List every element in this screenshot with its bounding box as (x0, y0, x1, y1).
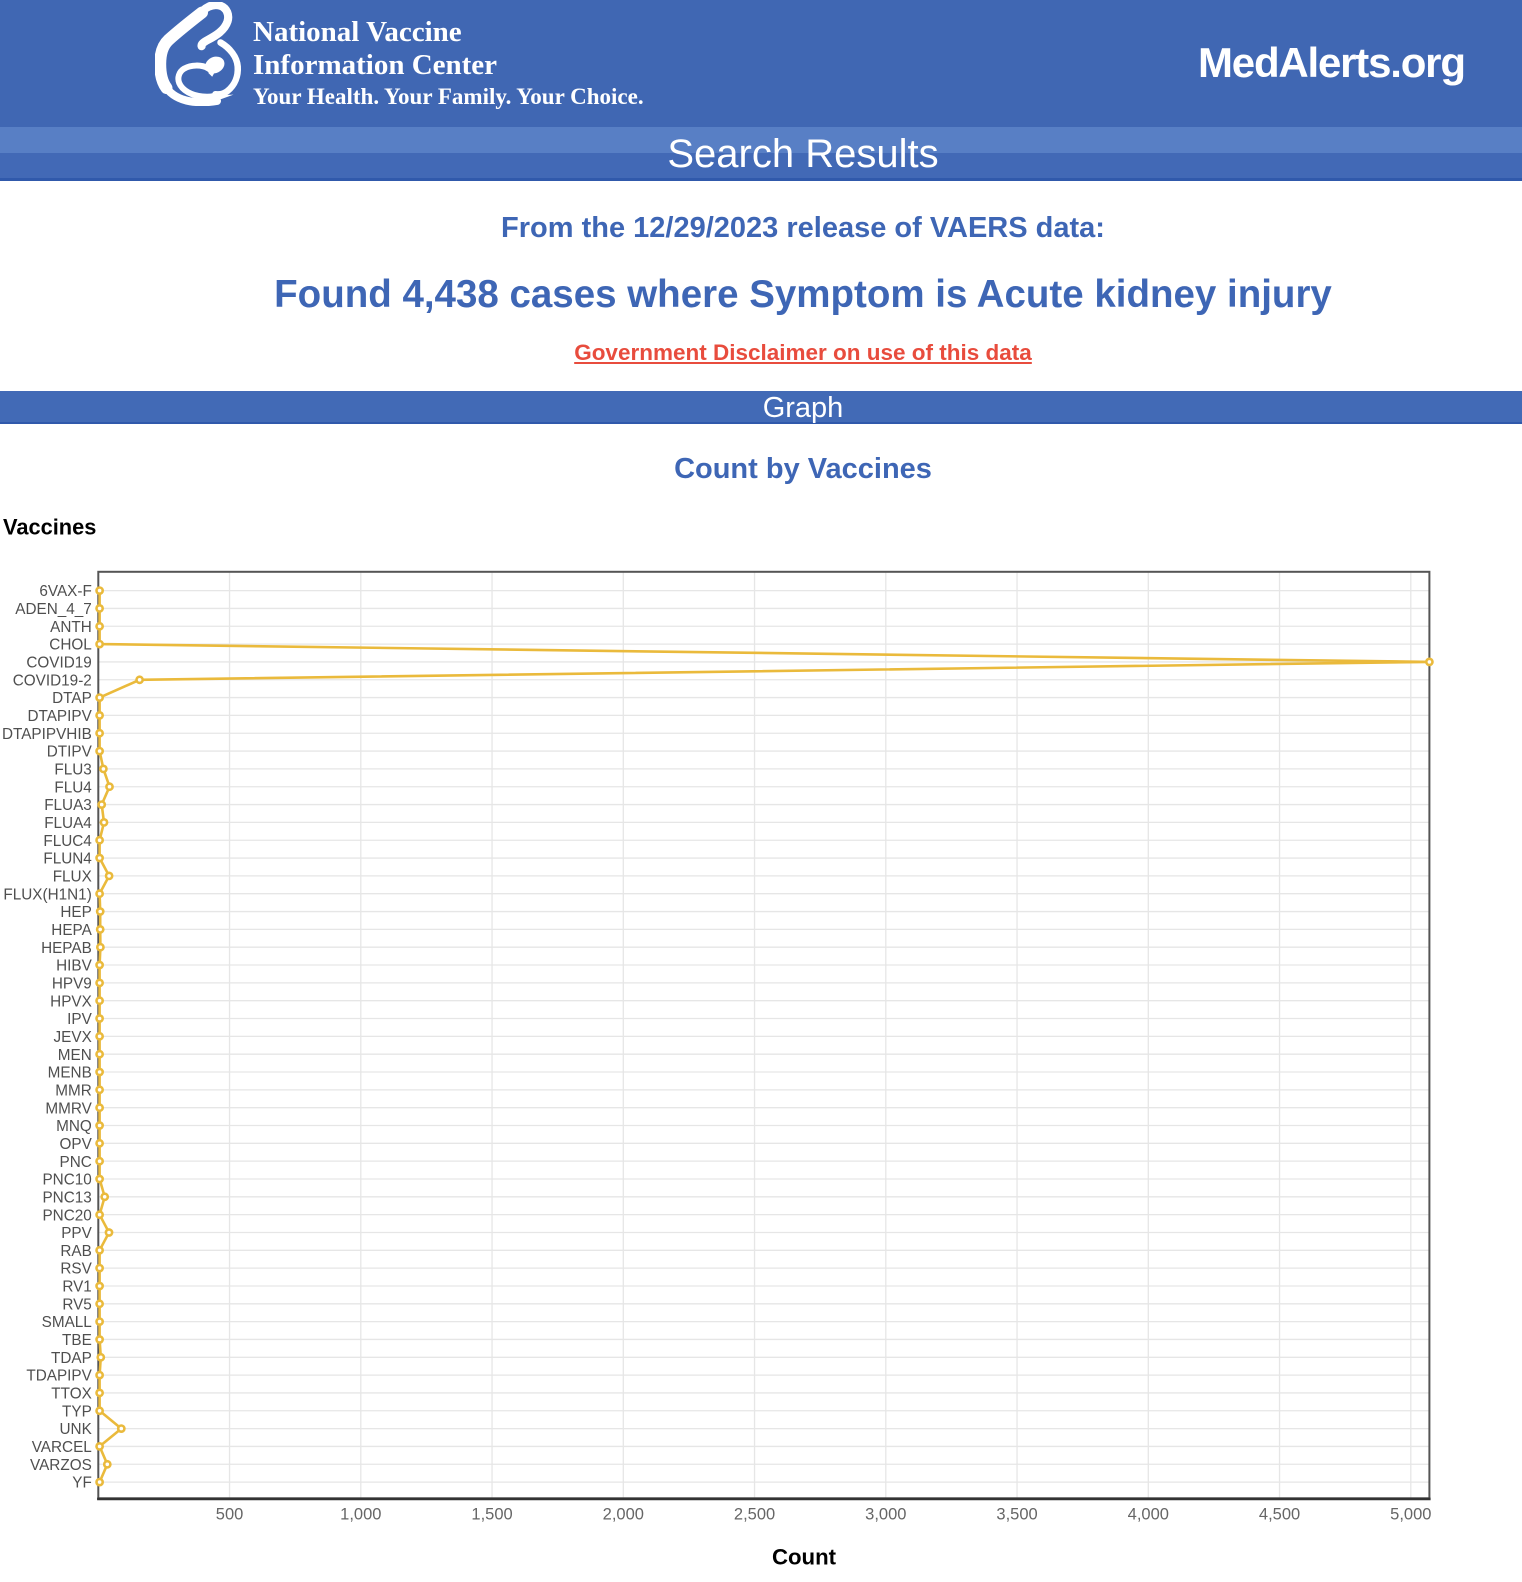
svg-text:500: 500 (216, 1506, 244, 1524)
svg-text:MMRV: MMRV (45, 1100, 92, 1117)
svg-text:FLU3: FLU3 (54, 762, 91, 779)
svg-text:ADEN_4_7: ADEN_4_7 (15, 601, 92, 618)
svg-text:FLUA4: FLUA4 (44, 815, 92, 832)
svg-text:DTAPIPVHIB: DTAPIPVHIB (2, 726, 92, 743)
svg-text:OPV: OPV (59, 1136, 92, 1153)
svg-text:MEN: MEN (58, 1047, 92, 1064)
svg-text:HPVX: HPVX (50, 993, 92, 1010)
svg-text:UNK: UNK (60, 1421, 93, 1438)
svg-text:YF: YF (72, 1475, 92, 1492)
svg-text:FLU4: FLU4 (54, 779, 92, 796)
svg-text:RSV: RSV (60, 1261, 92, 1278)
svg-text:DTIPV: DTIPV (47, 744, 93, 761)
svg-text:TBE: TBE (62, 1332, 92, 1349)
svg-text:IPV: IPV (67, 1011, 92, 1028)
svg-text:FLUX: FLUX (53, 868, 92, 885)
svg-text:2,000: 2,000 (603, 1506, 644, 1524)
svg-text:2,500: 2,500 (734, 1506, 775, 1524)
svg-text:ANTH: ANTH (50, 619, 92, 636)
svg-text:FLUN4: FLUN4 (43, 851, 92, 868)
svg-text:HPV9: HPV9 (52, 975, 92, 992)
svg-text:RAB: RAB (60, 1243, 91, 1260)
svg-text:5,000: 5,000 (1390, 1506, 1431, 1524)
svg-text:4,000: 4,000 (1128, 1506, 1169, 1524)
svg-text:PNC10: PNC10 (42, 1172, 91, 1189)
svg-text:Vaccines: Vaccines (3, 515, 96, 540)
svg-text:TDAPIPV: TDAPIPV (26, 1368, 92, 1385)
svg-text:SMALL: SMALL (42, 1314, 92, 1331)
svg-text:6VAX-F: 6VAX-F (39, 583, 91, 600)
svg-text:FLUA3: FLUA3 (44, 797, 92, 814)
svg-text:VARCEL: VARCEL (32, 1439, 92, 1456)
svg-text:COVID19: COVID19 (26, 655, 91, 672)
svg-text:MNQ: MNQ (56, 1118, 92, 1135)
svg-text:1,500: 1,500 (471, 1506, 512, 1524)
svg-text:VARZOS: VARZOS (30, 1457, 92, 1474)
svg-text:HIBV: HIBV (56, 958, 92, 975)
svg-text:4,500: 4,500 (1259, 1506, 1300, 1524)
svg-text:JEVX: JEVX (54, 1029, 92, 1046)
svg-text:DTAPIPV: DTAPIPV (27, 708, 92, 725)
svg-text:Count: Count (772, 1545, 837, 1570)
svg-text:TDAP: TDAP (51, 1350, 92, 1367)
svg-text:DTAP: DTAP (52, 690, 92, 707)
svg-text:HEPA: HEPA (51, 922, 92, 939)
svg-text:HEP: HEP (60, 904, 91, 921)
svg-text:TYP: TYP (62, 1403, 92, 1420)
svg-text:3,500: 3,500 (996, 1506, 1037, 1524)
svg-text:HEPAB: HEPAB (41, 940, 92, 957)
svg-text:RV1: RV1 (62, 1279, 91, 1296)
svg-text:MENB: MENB (48, 1065, 92, 1082)
svg-text:1,000: 1,000 (340, 1506, 381, 1524)
svg-text:PNC20: PNC20 (42, 1207, 91, 1224)
svg-text:FLUX(H1N1): FLUX(H1N1) (3, 886, 91, 903)
svg-text:PNC: PNC (60, 1154, 92, 1171)
svg-text:TTOX: TTOX (51, 1386, 92, 1403)
svg-text:CHOL: CHOL (49, 637, 92, 654)
svg-text:FLUC4: FLUC4 (43, 833, 92, 850)
svg-text:COVID19-2: COVID19-2 (13, 672, 92, 689)
svg-text:RV5: RV5 (62, 1296, 91, 1313)
svg-text:PPV: PPV (61, 1225, 92, 1242)
svg-text:3,000: 3,000 (865, 1506, 906, 1524)
svg-text:MMR: MMR (55, 1082, 92, 1099)
svg-text:PNC13: PNC13 (42, 1189, 91, 1206)
